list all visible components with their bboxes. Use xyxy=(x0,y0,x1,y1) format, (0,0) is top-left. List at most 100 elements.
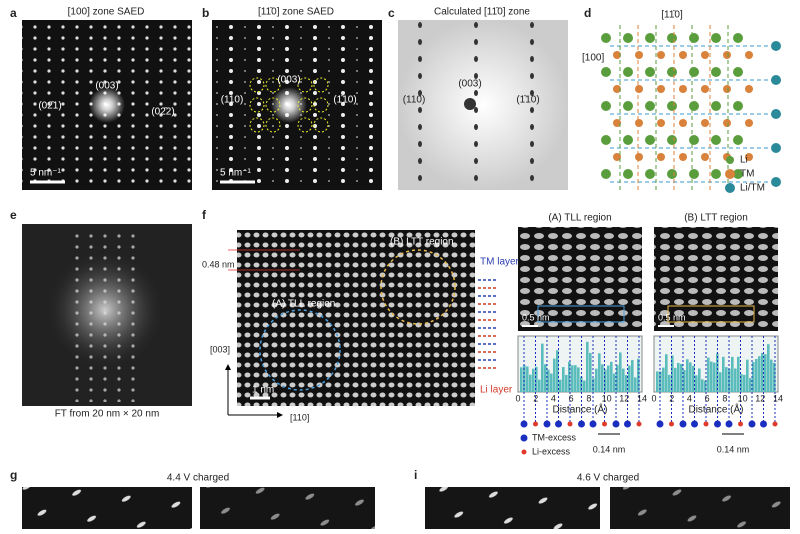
center-spot xyxy=(464,98,476,110)
lattice xyxy=(601,25,781,190)
site-dot xyxy=(533,421,538,427)
atom xyxy=(623,135,633,145)
site-dot xyxy=(703,421,709,427)
profile-bar xyxy=(607,365,610,392)
center-spot xyxy=(89,87,125,123)
profile-bar xyxy=(631,360,634,392)
profile-bar xyxy=(604,369,607,392)
caption: FT from 20 nm × 20 nm xyxy=(55,409,160,420)
profile-bar xyxy=(710,361,713,392)
layer-label: TM layer xyxy=(480,257,520,268)
atom xyxy=(723,51,731,59)
profile-bar xyxy=(719,372,722,392)
highlight-circle xyxy=(297,97,313,113)
tick-label: 2 xyxy=(669,393,674,403)
profile-box xyxy=(537,305,625,323)
profile-bar xyxy=(740,374,743,392)
legend: TM-excess Li-excess xyxy=(520,432,577,456)
atom xyxy=(701,85,709,93)
spot-label: (02̄2) xyxy=(151,107,174,118)
profile-bar xyxy=(616,364,619,392)
panel-label: d xyxy=(584,6,591,20)
atom xyxy=(689,67,699,77)
atom xyxy=(667,135,677,145)
atom xyxy=(745,119,753,127)
tick-label: 12 xyxy=(619,393,629,403)
atom xyxy=(701,153,709,161)
profile-bar xyxy=(734,368,737,392)
atom xyxy=(645,169,655,179)
profile-bar xyxy=(773,362,776,392)
highlight-circle xyxy=(265,77,281,93)
atom xyxy=(733,33,743,43)
atom xyxy=(711,101,721,111)
atom xyxy=(701,119,709,127)
center-spot xyxy=(271,87,307,123)
profile-bar xyxy=(698,368,701,392)
profile-bar xyxy=(677,362,680,392)
spot-label: (02̄1) xyxy=(38,101,61,112)
atom xyxy=(771,177,781,187)
site-dot xyxy=(543,420,551,428)
legend-swatch xyxy=(521,449,527,455)
profile-bar xyxy=(601,364,604,392)
atom xyxy=(623,67,633,77)
tick-label: 6 xyxy=(705,393,710,403)
profile-bar xyxy=(523,365,526,392)
atom xyxy=(601,169,611,179)
tick-label: 8 xyxy=(586,393,591,403)
profile-bar xyxy=(634,377,637,392)
profile-bar xyxy=(713,362,716,392)
profile-bar xyxy=(598,353,601,392)
spot-label: (003) xyxy=(95,81,118,92)
profile-bar xyxy=(758,356,761,392)
atom xyxy=(771,143,781,153)
atom xyxy=(635,153,643,161)
atom xyxy=(667,33,677,43)
gap-label: 0.14 nm xyxy=(593,444,626,454)
panel-label: g xyxy=(10,468,17,482)
profile-bar xyxy=(577,367,580,392)
profile-bar xyxy=(752,361,755,392)
site-dot xyxy=(589,420,597,428)
atom xyxy=(745,153,753,161)
atom xyxy=(635,119,643,127)
atom xyxy=(657,85,665,93)
atom xyxy=(645,67,655,77)
atom xyxy=(601,101,611,111)
atom xyxy=(657,51,665,59)
site-dot xyxy=(612,420,620,428)
profile-bar xyxy=(532,368,535,392)
atom xyxy=(745,85,753,93)
atom xyxy=(635,51,643,59)
profile-bar xyxy=(680,363,683,392)
profiles: 0 2 4 6 8 10 12 14 Distance (Å) 0.14 nm 0 2 4 6 8 10 12 1… xyxy=(515,335,783,454)
atom xyxy=(745,51,753,59)
region-label: (B) LTT region xyxy=(390,237,454,248)
profile-bar xyxy=(529,374,532,392)
spot-label: (110) xyxy=(403,95,426,106)
spot-label: (1̄10) xyxy=(516,95,539,106)
atom xyxy=(689,33,699,43)
profile-bar xyxy=(689,362,692,392)
atom xyxy=(679,119,687,127)
profile-bar xyxy=(562,367,565,392)
atom xyxy=(601,135,611,145)
legend-label: Li/TM xyxy=(740,183,765,194)
atom xyxy=(701,51,709,59)
scale-label: 5 nm⁻¹ xyxy=(220,168,252,179)
site-dot xyxy=(624,420,631,428)
profile-bar xyxy=(665,354,668,392)
atom xyxy=(613,119,621,127)
tick-label: 8 xyxy=(722,393,727,403)
tick-label: 14 xyxy=(773,393,783,403)
panel-label: e xyxy=(10,208,17,222)
atom xyxy=(711,67,721,77)
profile-bar xyxy=(755,359,758,392)
tick-label: 0 xyxy=(651,393,656,403)
profile-bar xyxy=(764,354,767,392)
atom xyxy=(623,169,633,179)
site-dot xyxy=(602,421,607,427)
profile-bar xyxy=(610,361,613,392)
profile-bar xyxy=(619,352,622,392)
